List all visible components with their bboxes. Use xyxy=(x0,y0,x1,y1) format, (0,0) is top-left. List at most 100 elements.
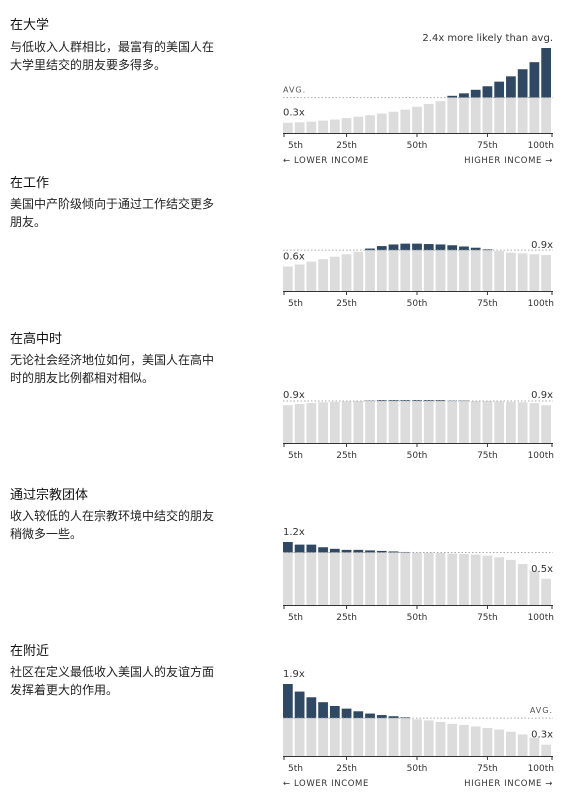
bar-above-avg xyxy=(459,246,469,251)
bar-above-avg xyxy=(341,549,352,553)
bar-above-avg xyxy=(541,48,551,98)
bar-above-avg xyxy=(435,244,446,251)
bar-below-avg xyxy=(376,718,387,756)
bar-above-avg xyxy=(388,400,399,401)
bar-below-avg xyxy=(294,552,305,605)
x-tick-label: 25th xyxy=(336,451,357,461)
bar xyxy=(459,554,469,605)
bar-below-avg xyxy=(447,250,458,291)
bar-below-avg xyxy=(353,718,364,756)
bar-above-avg xyxy=(376,715,387,719)
chart-high-school: 5th 25th 50th 75th 100th 0.9x 0.9x xyxy=(283,390,554,461)
x-tick-label: 25th xyxy=(336,299,357,309)
bar xyxy=(529,403,540,443)
bar xyxy=(435,553,446,605)
bar xyxy=(482,727,493,756)
bar-below-avg xyxy=(341,718,352,756)
bar-below-avg xyxy=(459,401,469,443)
x-tick-label: 75th xyxy=(477,764,498,774)
bar xyxy=(306,403,317,443)
section-high-school: 在高中时 无论社会经济地位如何，美国人在高中时的朋友比例都相对相似。 5th 25… xyxy=(0,326,567,476)
bar-below-avg xyxy=(447,97,458,133)
bar-above-avg xyxy=(494,81,505,98)
section-heading: 在高中时 xyxy=(10,332,63,347)
bar-below-avg xyxy=(400,718,411,756)
bar-above-avg xyxy=(459,93,469,98)
bar xyxy=(353,251,364,291)
bar-below-avg xyxy=(459,250,469,291)
bar-above-avg xyxy=(376,246,387,251)
bar-below-avg xyxy=(376,552,387,605)
bar xyxy=(318,402,328,443)
bar xyxy=(435,721,446,756)
x-tick-label: 100th xyxy=(528,141,554,151)
bar-above-avg xyxy=(470,247,481,251)
section-heading: 在附近 xyxy=(10,644,50,659)
x-tick-label: 50th xyxy=(407,764,428,774)
bar-above-avg xyxy=(400,400,411,401)
bar xyxy=(541,405,551,443)
bar-above-avg xyxy=(412,243,422,251)
chart-religious: 5th 25th 50th 75th 100th 1.2x 0.5x xyxy=(283,527,554,623)
higher-income-label: HIGHER INCOME → xyxy=(464,779,553,789)
bar xyxy=(470,401,481,443)
annotation-first-value: 0.6x xyxy=(283,252,305,263)
bar xyxy=(517,564,528,605)
bar xyxy=(423,103,434,133)
x-tick-label: 5th xyxy=(288,451,303,461)
annotation-last-value: 0.3x xyxy=(531,730,553,741)
bar-below-avg xyxy=(318,718,328,756)
bar xyxy=(541,578,551,605)
bar-above-avg xyxy=(365,550,375,553)
bar-above-avg xyxy=(353,711,364,719)
bar xyxy=(459,724,469,756)
section-description: 美国中产阶级倾向于通过工作结交更多朋友。 xyxy=(10,197,215,229)
bar-below-avg xyxy=(365,718,375,756)
x-tick-label: 100th xyxy=(528,299,554,309)
bar xyxy=(423,720,434,756)
bar-below-avg xyxy=(529,97,540,133)
x-tick-label: 50th xyxy=(407,451,428,461)
bar xyxy=(283,266,293,291)
bar-above-avg xyxy=(529,62,540,98)
bar xyxy=(541,255,551,291)
bar-below-avg xyxy=(470,250,481,291)
bar xyxy=(506,731,516,756)
bar xyxy=(470,554,481,605)
bar xyxy=(470,726,481,756)
bar-below-avg xyxy=(506,97,516,133)
bar xyxy=(341,254,352,291)
annotation-first-value: 0.3x xyxy=(283,108,305,119)
bar xyxy=(494,729,505,756)
bar xyxy=(482,555,493,605)
bar-above-avg xyxy=(482,86,493,98)
bar xyxy=(506,401,516,443)
bar-below-avg xyxy=(306,552,317,605)
bar xyxy=(423,552,434,605)
bar-above-avg xyxy=(506,76,516,98)
bar-below-avg xyxy=(388,250,399,291)
x-tick-label: 50th xyxy=(407,299,428,309)
bar xyxy=(341,118,352,133)
section-description: 社区在定义最低收入美国人的友谊方面发挥着更大的作用。 xyxy=(10,665,215,697)
bar xyxy=(506,559,516,605)
bar-above-avg xyxy=(435,400,446,401)
bar-below-avg xyxy=(517,97,528,133)
annotation-first-value: 0.9x xyxy=(283,390,305,401)
bar-above-avg xyxy=(365,713,375,719)
bar xyxy=(318,120,328,133)
bar-below-avg xyxy=(353,552,364,605)
x-tick-label: 5th xyxy=(288,299,303,309)
bar xyxy=(400,109,411,133)
section-heading: 在大学 xyxy=(10,18,50,33)
chart-neighborhood: AVG. 5th 25th 50th 75th 100th ← LOWER INCOME HI… xyxy=(283,669,554,789)
chart-college: AVG. 5th 25th 50th 75th 100th ← LOWER INCOME HI… xyxy=(283,33,554,166)
bar xyxy=(329,119,340,133)
section-college: 在大学 与低收入人群相比，最富有的美国人在大学里结交的朋友要多得多。 AVG. 5… xyxy=(0,0,567,170)
annotation-last-value: 2.4x more likely than avg. xyxy=(422,33,553,44)
bar xyxy=(541,744,551,756)
x-tick-label: 5th xyxy=(288,613,303,623)
lower-income-label: ← LOWER INCOME xyxy=(283,779,369,789)
bar-below-avg xyxy=(400,401,411,443)
bar-below-avg xyxy=(283,552,293,605)
